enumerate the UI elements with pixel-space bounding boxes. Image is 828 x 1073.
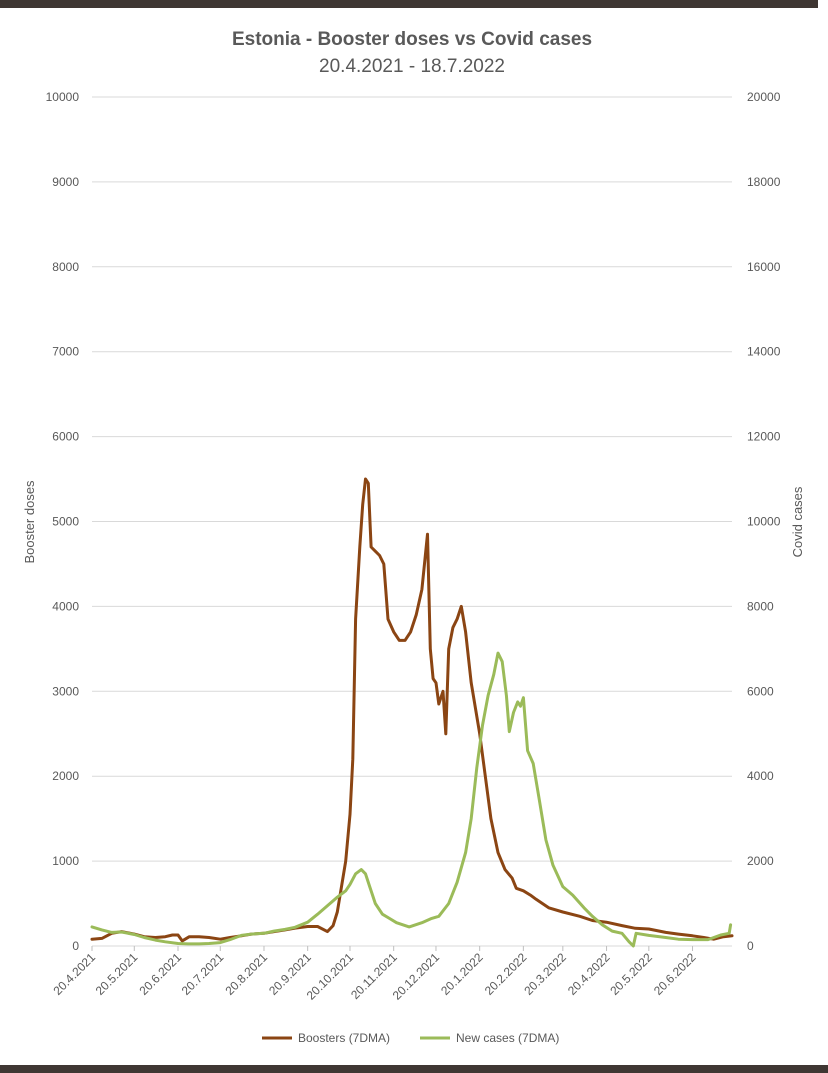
series-line-boosters <box>90 477 734 943</box>
y-tick-label: 6000 <box>52 430 79 444</box>
x-tick-label: 20.1.2022 <box>438 950 486 998</box>
y2-tick-label: 18000 <box>747 175 781 189</box>
x-tick-label: 20.2.2022 <box>482 950 530 998</box>
legend-label-boosters: Boosters (7DMA) <box>298 1031 390 1045</box>
series-lines <box>90 477 734 948</box>
x-tick-label: 20.6.2021 <box>136 950 184 998</box>
right-margin <box>818 0 828 1073</box>
y-tick-label: 5000 <box>52 515 79 529</box>
y2-tick-label: 10000 <box>747 515 781 529</box>
x-tick-label: 20.10.2021 <box>304 950 357 1003</box>
y2-tick-label: 16000 <box>747 260 781 274</box>
y2-tick-label: 4000 <box>747 769 774 783</box>
y-tick-label: 7000 <box>52 345 79 359</box>
y-tick-label: 2000 <box>52 769 79 783</box>
chart-subtitle: 20.4.2021 - 18.7.2022 <box>319 56 505 77</box>
y-tick-label: 0 <box>72 939 79 953</box>
x-tick-label: 20.12.2021 <box>390 950 443 1003</box>
y2-tick-label: 6000 <box>747 684 774 698</box>
x-tick-label: 20.3.2022 <box>521 950 569 998</box>
legend-label-new-cases: New cases (7DMA) <box>456 1031 559 1045</box>
y2-tick-label: 8000 <box>747 599 774 613</box>
y-tick-label: 10000 <box>46 90 80 104</box>
y2-tick-label: 2000 <box>747 854 774 868</box>
bottom-border <box>0 1065 828 1073</box>
y-tick-label: 8000 <box>52 260 79 274</box>
x-tick-label: 20.8.2021 <box>222 950 270 998</box>
y-tick-label: 3000 <box>52 684 79 698</box>
right-axis-ticks: 0 2000 4000 6000 8000 10000 12000 14000 16000 180… <box>747 90 781 953</box>
right-axis-label: Covid cases <box>790 486 805 557</box>
y2-tick-label: 14000 <box>747 345 781 359</box>
top-border <box>0 0 828 8</box>
y2-tick-label: 0 <box>747 939 754 953</box>
chart-title: Estonia - Booster doses vs Covid cases <box>232 29 592 50</box>
series-line-new-cases <box>90 651 733 948</box>
x-tick-label: 20.5.2022 <box>607 950 655 998</box>
left-axis-ticks: 0 1000 2000 3000 4000 5000 6000 7000 8000 9000 100… <box>46 90 80 953</box>
left-axis-label: Booster doses <box>22 480 37 564</box>
x-tick-label: 20.4.2022 <box>565 950 613 998</box>
y-tick-label: 4000 <box>52 599 79 613</box>
x-tick-label: 20.5.2021 <box>93 950 141 998</box>
legend: Boosters (7DMA) New cases (7DMA) <box>262 1031 559 1045</box>
y2-tick-label: 20000 <box>747 90 781 104</box>
x-tick-label: 20.7.2021 <box>179 950 227 998</box>
x-axis-ticks: 20.4.202120.5.202120.6.202120.7.202120.8… <box>50 946 699 1003</box>
y2-tick-label: 12000 <box>747 430 781 444</box>
y-tick-label: 1000 <box>52 854 79 868</box>
y-tick-label: 9000 <box>52 175 79 189</box>
gridlines <box>92 96 732 947</box>
x-tick-label: 20.6.2022 <box>651 950 699 998</box>
x-tick-label: 20.4.2021 <box>50 950 98 998</box>
